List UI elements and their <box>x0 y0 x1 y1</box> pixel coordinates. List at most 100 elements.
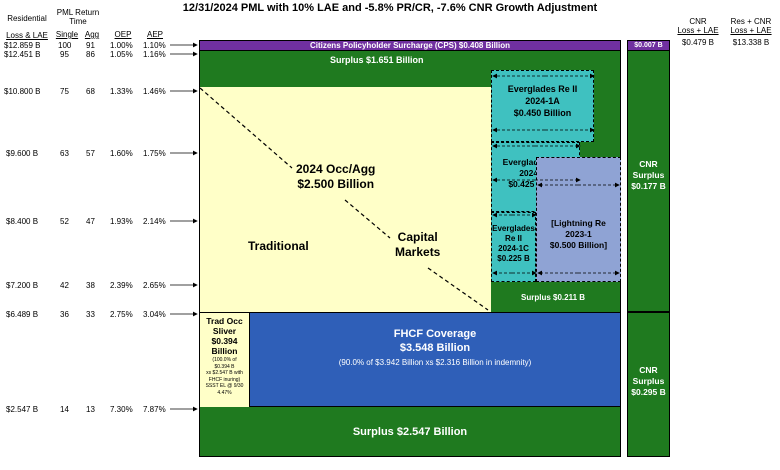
occ-agg-line2: $2.500 Billion <box>297 177 375 191</box>
rescnr-header: Res + CNR Loss + LAE $13.338 B <box>724 17 778 47</box>
row-aep: 2.14% <box>143 217 166 226</box>
lightning-line2: 2023-1 <box>565 229 592 239</box>
row-loss: $2.547 B <box>6 405 39 414</box>
capital-markets-line2: Markets <box>395 245 441 259</box>
ev1b-line2: 2024-1B <box>492 168 579 179</box>
ev1a-line1: Everglades Re II <box>507 84 578 94</box>
ev1b-line1: Everglades Re II <box>502 157 569 167</box>
occ-agg-line1: 2024 Occ/Agg <box>296 162 376 176</box>
ev1b-line3: $0.425 Billion <box>508 179 562 189</box>
row-agg: 57 <box>86 149 95 158</box>
sliver-note2: $0.394 B <box>214 363 235 370</box>
row-aep: 1.10% <box>143 41 166 50</box>
trad-sliver-block: Trad Occ Sliver $0.394 Billion (100.0% o… <box>199 312 249 407</box>
ev1a-line2: 2024-1A <box>525 96 560 106</box>
everglades-1c-block: Everglades Re II 2024-1C $0.225 B <box>491 212 536 282</box>
cnr2-line2: Surplus <box>632 376 665 386</box>
row-loss: $10.800 B <box>4 87 41 96</box>
cnr-value: $0.479 B <box>681 38 715 47</box>
cnr-top-block: $0.007 B <box>627 40 670 51</box>
row-oep: 2.39% <box>110 281 133 290</box>
row-oep: 1.60% <box>110 149 133 158</box>
ev1c-line2: Re II <box>505 234 522 243</box>
row-single: 63 <box>60 149 69 158</box>
rescnr-header-line1: Res + CNR <box>730 17 772 26</box>
traditional-label: Traditional <box>248 239 309 253</box>
fhcf-title: FHCF Coverage <box>393 328 477 340</box>
ev1c-line4: $0.225 B <box>497 254 530 263</box>
row-single: 100 <box>58 41 72 50</box>
row-single: 52 <box>60 217 69 226</box>
sliver-line2: Sliver <box>212 326 237 336</box>
row-agg: 13 <box>86 405 95 414</box>
row-loss: $12.859 B <box>4 41 41 50</box>
row-single: 75 <box>60 87 69 96</box>
cnr-header: CNR Loss + LAE $0.479 B <box>672 17 724 47</box>
rescnr-value: $13.338 B <box>732 38 770 47</box>
row-agg: 38 <box>86 281 95 290</box>
traditional-block <box>199 87 491 312</box>
sliver-line4: Billion <box>211 346 238 356</box>
everglades-1b-block: Everglades Re II 2024-1B $0.425 Billion <box>491 142 580 212</box>
sliver-note3: xs $2.547 B with <box>206 370 243 376</box>
row-oep: 1.93% <box>110 217 133 226</box>
cnr2-line1: CNR <box>639 365 658 375</box>
sliver-note1: (100.0% of <box>212 357 237 363</box>
cnr1-line3: $0.177 B <box>631 181 666 191</box>
row-loss: $8.400 B <box>6 217 39 226</box>
row-oep: 2.75% <box>110 310 133 319</box>
lightning-line3: $0.500 Billion] <box>549 240 608 250</box>
cnr1-line2: Surplus <box>632 170 665 180</box>
aep-header: AEP <box>146 30 163 39</box>
row-oep: 7.30% <box>110 405 133 414</box>
fhcf-amount: $3.548 Billion <box>399 342 471 354</box>
level-pointer-arrows <box>170 42 198 412</box>
row-aep: 7.87% <box>143 405 166 414</box>
cps-block: Citizens Policyholder Surcharge (CPS) $0… <box>199 40 621 51</box>
oep-header: OEP <box>114 30 132 39</box>
cnr-surplus-2-block: CNR Surplus $0.295 B <box>627 312 670 457</box>
sliver-line3: $0.394 <box>211 336 238 346</box>
sliver-note4: FHCF inuring) <box>208 376 241 383</box>
rescnr-header-line2: Loss + LAE <box>730 26 772 35</box>
row-loss: $9.600 B <box>6 149 39 158</box>
surplus-bottom-block: Surplus $2.547 Billion <box>199 407 621 457</box>
sliver-note5: SSST EL @ 9/30 <box>205 383 244 389</box>
row-aep: 2.65% <box>143 281 166 290</box>
row-agg: 91 <box>86 41 95 50</box>
cnr-header-line1: CNR <box>689 17 707 26</box>
row-aep: 1.16% <box>143 50 166 59</box>
ev1c-line3: 2024-1C <box>498 244 529 253</box>
row-aep: 1.46% <box>143 87 166 96</box>
single-header: Single <box>55 30 79 39</box>
pml-return-line1: PML Return <box>56 8 100 17</box>
pml-return-header: PML Return Time <box>54 8 102 26</box>
row-aep: 3.04% <box>143 310 166 319</box>
row-loss: $7.200 B <box>6 281 39 290</box>
row-agg: 33 <box>86 310 95 319</box>
row-aep: 1.75% <box>143 149 166 158</box>
ev1c-line1: Everglades <box>492 224 535 233</box>
cnr2-line3: $0.295 B <box>631 387 666 397</box>
divider-line <box>199 87 489 311</box>
row-oep: 1.00% <box>110 41 133 50</box>
row-oep: 1.05% <box>110 50 133 59</box>
residential-header-line1: Residential <box>7 14 47 23</box>
row-agg: 47 <box>86 217 95 226</box>
occ-agg-label: 2024 Occ/Agg $2.500 Billion <box>296 162 375 192</box>
surplus-mid-label: Surplus $0.211 B <box>521 293 586 302</box>
fhcf-block: FHCF Coverage $3.548 Billion (90.0% of $… <box>249 312 621 407</box>
pml-return-line2: Time <box>69 17 87 26</box>
ev1a-line3: $0.450 Billion <box>513 108 572 118</box>
row-loss: $6.489 B <box>6 310 39 319</box>
capital-markets-label: Capital Markets <box>395 230 440 260</box>
residential-header-line2: Loss & LAE <box>6 31 48 40</box>
sliver-line1: Trad Occ <box>206 316 243 326</box>
page-title: 12/31/2024 PML with 10% LAE and -5.8% PR… <box>182 2 598 14</box>
cnr1-line1: CNR <box>639 159 658 169</box>
row-oep: 1.33% <box>110 87 133 96</box>
agg-header: Agg <box>84 30 100 39</box>
row-single: 36 <box>60 310 69 319</box>
row-agg: 86 <box>86 50 95 59</box>
